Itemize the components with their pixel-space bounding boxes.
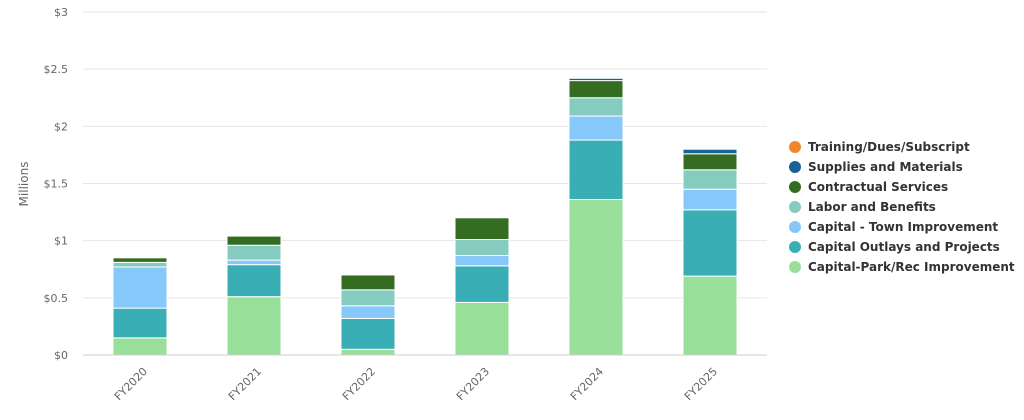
bar-segment bbox=[454, 217, 510, 241]
bar-segment bbox=[112, 261, 168, 268]
legend-label: Contractual Services bbox=[808, 180, 948, 194]
bar-segment bbox=[682, 188, 738, 211]
legend-item[interactable]: Labor and Benefits bbox=[789, 200, 936, 214]
gridlines bbox=[83, 11, 767, 299]
legend-item[interactable]: Contractual Services bbox=[789, 180, 948, 194]
legend-item[interactable]: Capital - Town Improvement bbox=[789, 220, 998, 234]
legend-marker bbox=[789, 221, 801, 233]
bar-segment bbox=[682, 169, 738, 190]
y-tick-label: $1 bbox=[54, 235, 68, 248]
legend-marker bbox=[789, 161, 801, 173]
bar-segment bbox=[226, 235, 282, 246]
bar-segment bbox=[568, 77, 624, 82]
x-tick-label: FY2024 bbox=[568, 365, 606, 403]
bar-segment bbox=[226, 259, 282, 266]
legend-marker bbox=[789, 201, 801, 213]
legend-label: Supplies and Materials bbox=[808, 160, 963, 174]
bar-segment bbox=[682, 153, 738, 171]
y-tick-label: $2.5 bbox=[44, 63, 69, 76]
bars bbox=[112, 77, 738, 356]
x-tick-label: FY2023 bbox=[454, 365, 492, 403]
bar-segment bbox=[340, 305, 396, 319]
x-axis-tick-labels: FY2020 FY2021 FY2022 FY2023 FY2024 FY2025 bbox=[112, 365, 720, 403]
bar-segment bbox=[112, 307, 168, 339]
bar-segment bbox=[682, 275, 738, 356]
y-axis-tick-labels: $0 $0.5 $1 $1.5 $2 $2.5 $3 bbox=[44, 6, 69, 362]
x-tick-label: FY2022 bbox=[340, 365, 378, 403]
legend-label: Capital Outlays and Projects bbox=[808, 240, 1000, 254]
bar-segment bbox=[340, 348, 396, 356]
bar-segment bbox=[226, 244, 282, 261]
x-tick-label: FY2020 bbox=[112, 365, 150, 403]
bar-segment bbox=[112, 257, 168, 263]
legend-marker bbox=[789, 241, 801, 253]
bar-segment bbox=[682, 209, 738, 277]
bar-segment bbox=[340, 289, 396, 307]
y-tick-label: $0 bbox=[54, 349, 68, 362]
y-tick-label: $0.5 bbox=[44, 292, 69, 305]
x-tick-label: FY2021 bbox=[226, 365, 264, 403]
bar-segment bbox=[568, 115, 624, 141]
bar-segment bbox=[568, 97, 624, 117]
bar-segment bbox=[454, 255, 510, 267]
y-tick-label: $3 bbox=[54, 6, 68, 19]
legend-label: Training/Dues/Subscript bbox=[808, 140, 970, 154]
legend-label: Capital-Park/Rec Improvement bbox=[808, 260, 1015, 274]
bar-segment bbox=[682, 148, 738, 155]
legend-item[interactable]: Training/Dues/Subscript bbox=[789, 140, 970, 154]
bar-segment bbox=[568, 80, 624, 99]
legend-item[interactable]: Supplies and Materials bbox=[789, 160, 963, 174]
bar-segment bbox=[568, 139, 624, 201]
y-tick-label: $2 bbox=[54, 120, 68, 133]
legend-label: Labor and Benefits bbox=[808, 200, 936, 214]
bar-segment bbox=[112, 266, 168, 309]
legend-marker bbox=[789, 141, 801, 153]
legend: Training/Dues/Subscript Supplies and Mate… bbox=[789, 140, 1015, 274]
bar-segment bbox=[454, 265, 510, 303]
legend-item[interactable]: Capital-Park/Rec Improvement bbox=[789, 260, 1015, 274]
bar-segment bbox=[226, 264, 282, 298]
bar-segment bbox=[340, 317, 396, 350]
bar-segment bbox=[454, 239, 510, 257]
bar-segment bbox=[226, 296, 282, 356]
y-tick-label: $1.5 bbox=[44, 178, 69, 191]
bar-segment bbox=[568, 199, 624, 356]
y-axis-title: Millions bbox=[17, 162, 31, 207]
x-tick-label: FY2025 bbox=[682, 365, 720, 403]
bar-segment bbox=[112, 337, 168, 356]
bar-segment bbox=[454, 301, 510, 356]
legend-marker bbox=[789, 261, 801, 273]
bar-segment bbox=[340, 274, 396, 291]
legend-item[interactable]: Capital Outlays and Projects bbox=[789, 240, 1000, 254]
legend-label: Capital - Town Improvement bbox=[808, 220, 998, 234]
legend-marker bbox=[789, 181, 801, 193]
